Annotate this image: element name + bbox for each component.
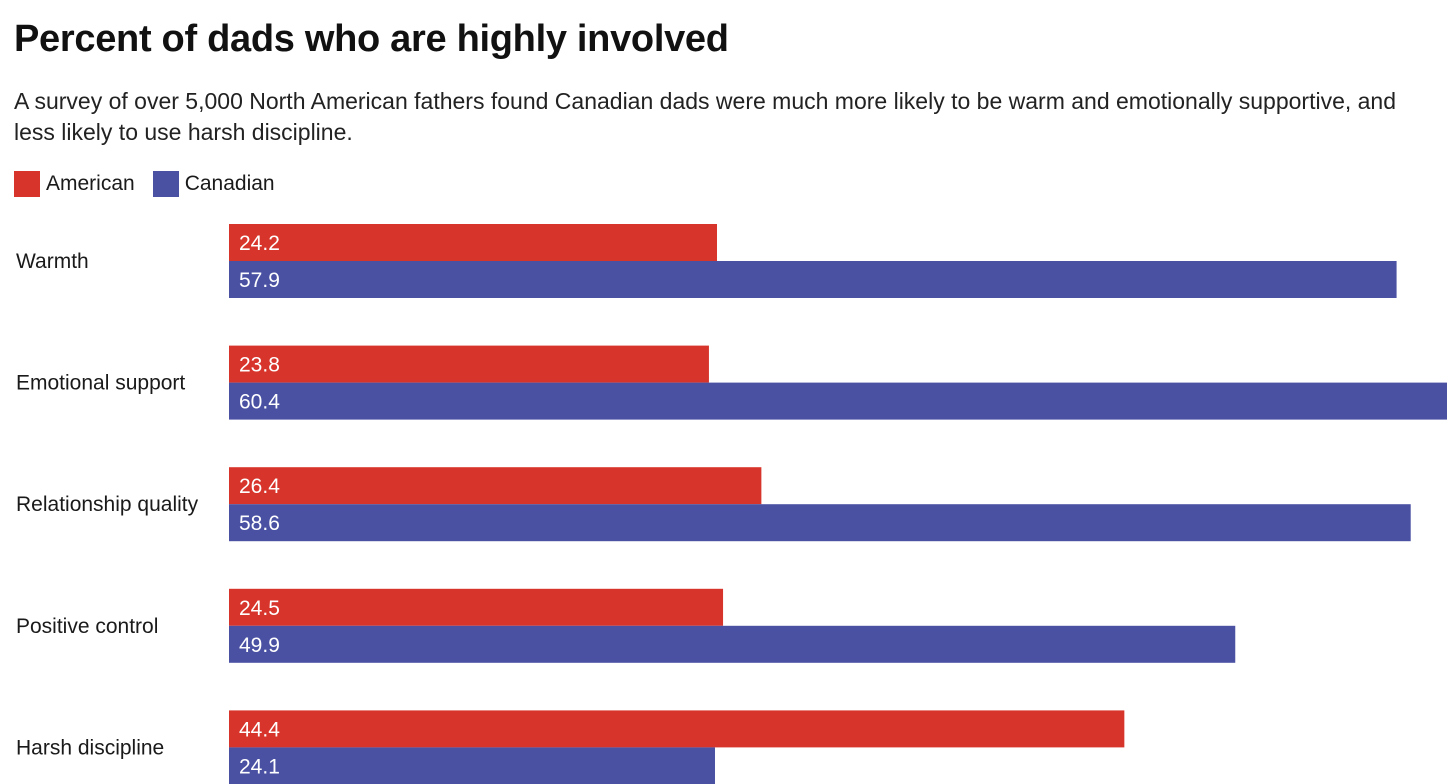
legend-label-american: American [46,172,135,195]
category-label-harsh-discipline: Harsh discipline [16,736,164,759]
legend-item-american: American [14,171,135,197]
data-label-american-relationship-quality: 26.4 [239,475,280,498]
data-label-canadian-emotional-support: 60.4 [239,391,280,414]
bar-american-harsh-discipline [229,710,1125,748]
legend-label-canadian: Canadian [184,172,275,195]
chart-title: Percent of dads who are highly involved [14,18,729,60]
legend-item-canadian: Canadian [152,171,275,197]
data-label-canadian-relationship-quality: 58.6 [239,512,280,535]
data-label-american-warmth: 24.2 [239,232,280,255]
data-label-american-emotional-support: 23.8 [239,354,280,377]
legend: American Canadian [14,171,293,197]
category-label-warmth: Warmth [16,250,89,273]
data-label-american-positive-control: 24.5 [239,597,280,620]
bar-american-emotional-support [229,345,709,383]
bar-american-warmth [229,224,718,261]
bar-american-relationship-quality [229,467,762,505]
bar-canadian-harsh-discipline [229,747,715,784]
bar-canadian-positive-control [229,625,1236,663]
bar-canadian-emotional-support [229,382,1447,420]
data-label-canadian-positive-control: 49.9 [239,634,280,657]
data-label-canadian-warmth: 57.9 [239,269,280,292]
chart-subtitle: A survey of over 5,000 North American fa… [14,88,1397,145]
legend-swatch-canadian [152,171,179,197]
bar-american-positive-control [229,588,724,626]
legend-swatch-american [14,171,40,197]
data-label-american-harsh-discipline: 44.4 [239,718,280,741]
bar-canadian-warmth [229,261,1397,298]
category-label-emotional-support: Emotional support [16,372,185,395]
bar-canadian-relationship-quality [229,504,1411,542]
data-label-canadian-harsh-discipline: 24.1 [239,755,280,778]
category-label-relationship-quality: Relationship quality [16,493,199,516]
category-label-positive-control: Positive control [16,615,158,638]
